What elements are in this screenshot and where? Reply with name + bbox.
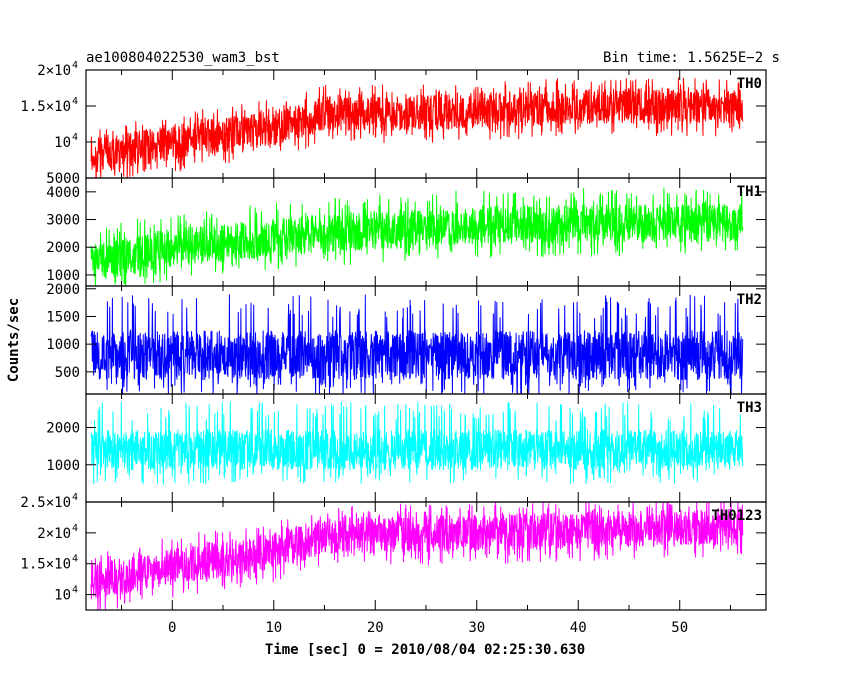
y-tick-label: 2×10 bbox=[37, 63, 71, 79]
y-tick-label: 1.5×10 bbox=[20, 99, 71, 115]
panel-label-th0: TH0 bbox=[737, 76, 762, 92]
y-tick-exponent: 4 bbox=[72, 554, 78, 565]
y-tick-label: 10 bbox=[54, 588, 71, 604]
y-tick-label: 2000 bbox=[46, 421, 80, 437]
bin-time-label: Bin time: 1.5625E−2 s bbox=[603, 50, 780, 66]
y-tick-exponent: 4 bbox=[72, 96, 78, 107]
y-tick-label: 1000 bbox=[46, 337, 80, 353]
y-tick-label: 2000 bbox=[46, 240, 80, 256]
x-tick-label: 30 bbox=[468, 620, 485, 636]
y-tick-label: 1000 bbox=[46, 458, 80, 474]
panel-th3: 1000 2000 TH3 bbox=[46, 393, 767, 503]
y-axis-label: Counts/sec bbox=[6, 298, 22, 382]
x-tick-label: 40 bbox=[570, 620, 587, 636]
x-axis-label: Time [sec] 0 = 2010/08/04 02:25:30.630 bbox=[265, 642, 585, 658]
y-tick-label: 1500 bbox=[46, 309, 80, 325]
y-tick-exponent: 4 bbox=[72, 492, 78, 503]
y-tick-exponent: 4 bbox=[72, 60, 78, 71]
y-tick-exponent: 4 bbox=[72, 585, 78, 596]
panel-label-th1: TH1 bbox=[737, 184, 762, 200]
y-tick-exponent: 4 bbox=[72, 132, 78, 143]
series-line-th1 bbox=[90, 187, 744, 286]
y-tick-label: 1000 bbox=[46, 268, 80, 284]
y-tick-label: 500 bbox=[55, 365, 80, 381]
series-line-th3 bbox=[90, 401, 744, 485]
y-tick-label: 2×10 bbox=[37, 526, 71, 542]
x-tick-label: 10 bbox=[265, 620, 282, 636]
series-line-th0 bbox=[90, 77, 744, 178]
y-tick-label: 1.5×10 bbox=[20, 557, 71, 573]
y-tick-label: 2.5×10 bbox=[20, 495, 71, 511]
series-line-th2 bbox=[90, 294, 744, 394]
x-tick-label: 50 bbox=[671, 620, 688, 636]
y-tick-exponent: 4 bbox=[72, 523, 78, 534]
panel-label-th3: TH3 bbox=[737, 400, 762, 416]
panel-th1: 1000 2000 3000 4000 TH1 bbox=[46, 177, 767, 287]
x-tick-label: 0 bbox=[168, 620, 176, 636]
y-tick-label: 3000 bbox=[46, 213, 80, 229]
panel-th2: 500 1000 1500 2000 TH2 bbox=[46, 282, 767, 395]
chart-title: ae100804022530_wam3_bst bbox=[86, 50, 280, 66]
y-tick-label: 4000 bbox=[46, 185, 80, 201]
x-tick-label: 20 bbox=[367, 620, 384, 636]
y-tick-label: 2000 bbox=[46, 282, 80, 298]
y-tick-label: 10 bbox=[54, 135, 71, 151]
panel-label-th2: TH2 bbox=[737, 292, 762, 308]
panel-label-th0123: TH0123 bbox=[711, 508, 762, 524]
series-line-th0123 bbox=[90, 502, 744, 610]
y-tick-label: 5000 bbox=[46, 171, 80, 187]
